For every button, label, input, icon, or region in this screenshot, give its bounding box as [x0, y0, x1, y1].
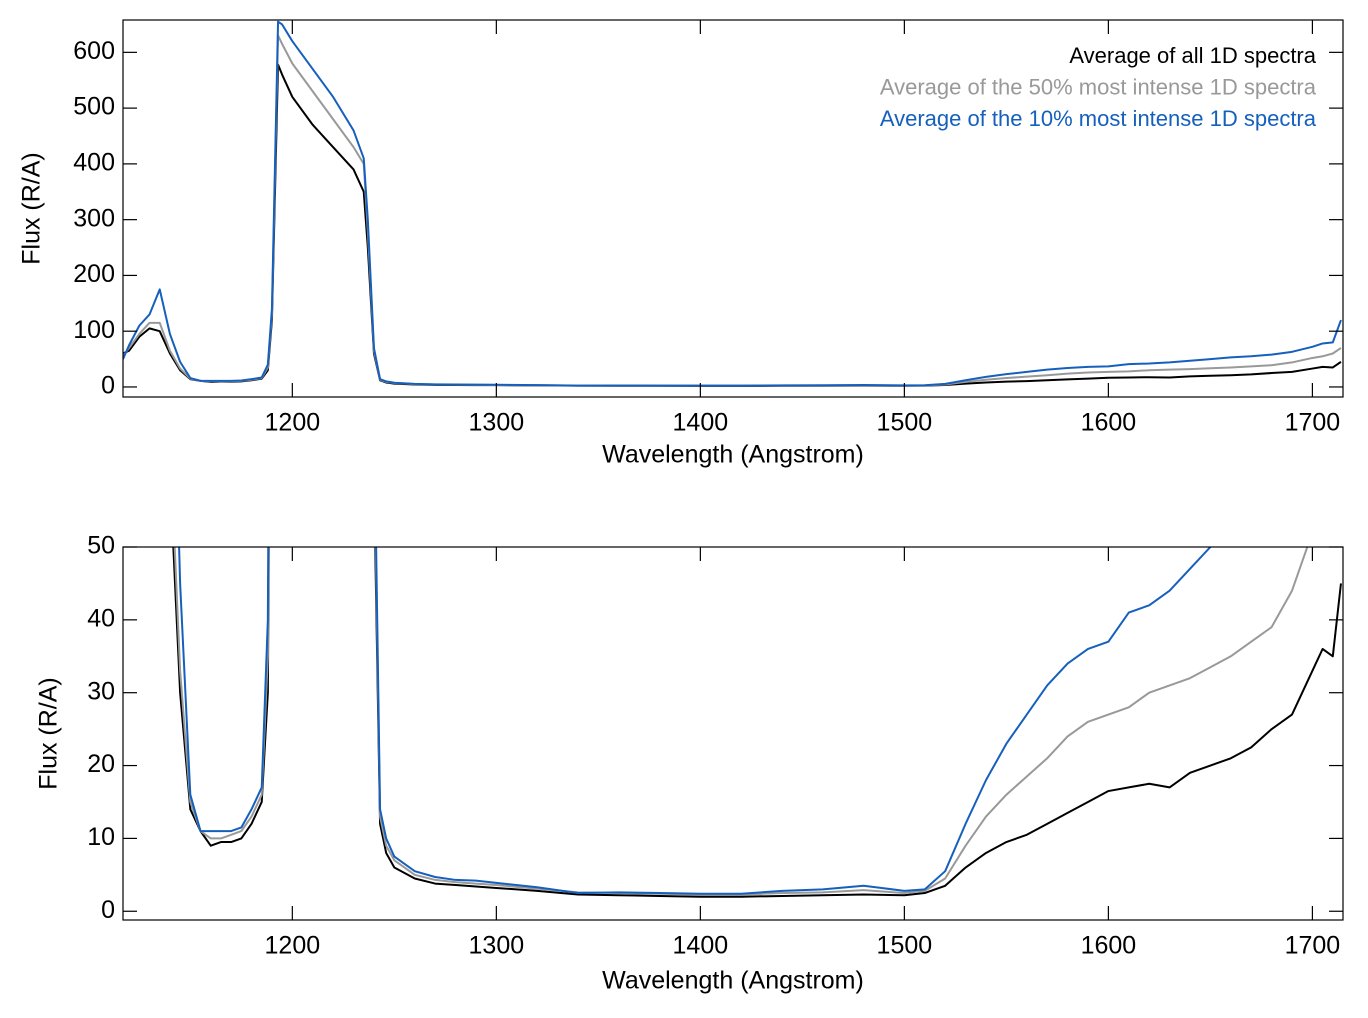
legend-entry: Average of the 50% most intense 1D spect…	[880, 74, 1317, 99]
panel: 1200 1300 1400 1500 1600 1700 0 10 20 30 40 50 Wavel…	[35, 532, 1344, 995]
spectrum-line	[172, 547, 1342, 898]
x-tick-label: 1400	[673, 932, 729, 960]
y-tick-label: 50	[87, 532, 115, 560]
legend-entry: Average of all 1D spectra	[1069, 43, 1316, 68]
x-tick-label: 1300	[469, 409, 525, 437]
x-tick-label: 1700	[1285, 409, 1341, 437]
x-tick-label: 1300	[469, 932, 525, 960]
y-axis-label: Flux (R/A)	[35, 677, 63, 790]
y-tick-label: 400	[73, 148, 115, 176]
x-tick-label: 1200	[265, 409, 321, 437]
y-tick-label: 500	[73, 93, 115, 121]
x-tick-label: 1200	[265, 932, 321, 960]
y-tick-label: 10	[87, 823, 115, 851]
y-tick-label: 300	[73, 204, 115, 232]
plot-frame	[122, 19, 1344, 398]
y-tick-label: 30	[87, 677, 115, 705]
y-tick-label: 20	[87, 750, 115, 778]
x-axis-label: Wavelength (Angstrom)	[602, 967, 864, 995]
y-tick-label: 600	[73, 37, 115, 65]
x-tick-label: 1400	[673, 409, 729, 437]
x-axis-label: Wavelength (Angstrom)	[602, 441, 864, 469]
x-tick-label: 1600	[1081, 409, 1137, 437]
plot-frame	[122, 546, 1344, 921]
x-tick-label: 1600	[1081, 932, 1137, 960]
y-tick-label: 0	[101, 896, 115, 924]
y-axis-label: Flux (R/A)	[18, 152, 46, 265]
spectrum-line	[123, 547, 1212, 895]
y-tick-label: 100	[73, 316, 115, 344]
y-tick-label: 40	[87, 604, 115, 632]
plot-lines	[123, 547, 1342, 898]
y-tick-label: 200	[73, 260, 115, 288]
legend-entry: Average of the 10% most intense 1D spect…	[880, 106, 1317, 131]
x-tick-label: 1500	[877, 409, 933, 437]
y-tick-label: 0	[101, 372, 115, 400]
x-tick-label: 1700	[1285, 932, 1341, 960]
panel: 1200 1300 1400 1500 1600 1700 0 100 200 300 400 500…	[18, 19, 1344, 469]
spectrum-line	[173, 547, 1309, 896]
x-tick-label: 1500	[877, 932, 933, 960]
